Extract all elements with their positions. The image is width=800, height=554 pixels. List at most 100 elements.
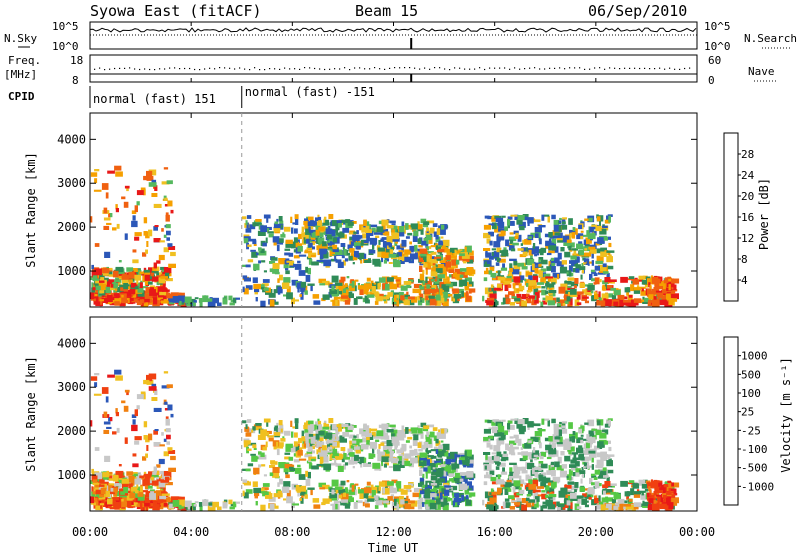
heatmap-cell — [559, 217, 562, 220]
heatmap-cell — [298, 458, 307, 461]
heatmap-cell — [601, 429, 608, 432]
heatmap-cell — [265, 441, 268, 448]
heatmap-cell — [524, 443, 532, 449]
heatmap-cell — [509, 302, 515, 306]
heatmap-cell — [340, 496, 349, 503]
heatmap-cell — [596, 216, 601, 222]
heatmap-cell — [514, 281, 520, 286]
heatmap-cell — [427, 424, 435, 428]
heatmap-cell — [389, 283, 398, 290]
heatmap-cell — [365, 299, 370, 304]
heatmap-cell — [422, 502, 425, 507]
x-tick-label: 08:00 — [274, 525, 310, 539]
heatmap-cell — [600, 300, 606, 307]
heatmap-cell — [94, 472, 103, 480]
heatmap-cell — [140, 296, 147, 304]
heatmap-cell — [301, 495, 304, 498]
heatmap-cell — [507, 488, 512, 492]
heatmap-cell — [527, 259, 535, 266]
heatmap-cell — [623, 299, 631, 303]
heatmap-cell — [572, 457, 581, 461]
heatmap-cell — [140, 500, 147, 508]
heatmap-cell — [146, 281, 153, 285]
heatmap-cell — [558, 232, 563, 239]
heatmap-cell — [372, 258, 381, 265]
heatmap-cell — [399, 260, 405, 264]
heatmap-cell — [363, 457, 367, 463]
heatmap-cell — [305, 437, 309, 444]
heatmap-cell — [534, 471, 539, 478]
heatmap-cell — [591, 224, 598, 227]
heatmap-cell — [344, 462, 349, 466]
heatmap-cell — [295, 445, 300, 453]
heatmap-cell — [110, 213, 113, 218]
heatmap-cell — [397, 255, 404, 260]
heatmap-cell — [528, 453, 533, 460]
heatmap-cell — [139, 500, 148, 503]
heatmap-cell — [591, 278, 598, 282]
heatmap-cell — [382, 487, 385, 494]
heatmap-cell — [336, 436, 340, 441]
heatmap-cell — [297, 492, 300, 497]
heatmap-cell — [272, 263, 280, 269]
heatmap-cell — [582, 493, 587, 497]
heatmap-cell — [99, 484, 105, 487]
freq-point — [344, 67, 346, 69]
heatmap-cell — [564, 455, 571, 462]
heatmap-cell — [534, 267, 539, 274]
heatmap-cell — [607, 265, 614, 270]
heatmap-cell — [625, 300, 634, 306]
heatmap-cell — [532, 275, 539, 283]
heatmap-cell — [598, 264, 605, 267]
heatmap-cell — [179, 292, 185, 298]
heatmap-cell — [517, 262, 525, 267]
heatmap-cell — [579, 470, 586, 474]
heatmap-cell — [389, 249, 394, 254]
freq-tick-bottom: 8 — [72, 74, 79, 87]
heatmap-cell — [599, 221, 601, 227]
heatmap-cell — [426, 246, 429, 251]
heatmap-cell — [308, 224, 312, 229]
heatmap-cell — [165, 428, 171, 433]
heatmap-cell — [102, 268, 110, 274]
heatmap-cell — [599, 425, 601, 431]
heatmap-cell — [148, 471, 155, 477]
heatmap-cell — [391, 223, 396, 226]
heatmap-cell — [500, 471, 508, 475]
heatmap-cell — [381, 283, 390, 291]
heatmap-cell — [140, 280, 143, 284]
heatmap-cell — [497, 487, 502, 493]
heatmap-cell — [508, 449, 515, 455]
heatmap-cell — [146, 380, 154, 385]
heatmap-cell — [301, 291, 304, 294]
heatmap-cell — [540, 505, 544, 511]
heatmap-cell — [375, 235, 380, 238]
heatmap-cell — [136, 190, 144, 196]
heatmap-cell — [321, 241, 327, 247]
station-title: Syowa East (fitACF) — [90, 2, 262, 20]
freq-point — [309, 67, 311, 69]
heatmap-cell — [284, 252, 291, 256]
heatmap-cell — [308, 433, 314, 437]
heatmap-cell — [414, 244, 418, 252]
heatmap-cell — [104, 455, 111, 462]
heatmap-cell — [667, 480, 671, 483]
heatmap-cell — [389, 487, 398, 494]
heatmap-cell — [124, 233, 128, 240]
heatmap-cell — [463, 464, 467, 468]
heatmap-cell — [381, 423, 389, 430]
heatmap-cell — [166, 434, 171, 440]
freq-point — [214, 68, 216, 70]
heatmap-cell — [567, 481, 575, 485]
heatmap-cell — [163, 471, 172, 478]
heatmap-cell — [526, 290, 532, 293]
heatmap-cell — [248, 238, 257, 242]
heatmap-cell — [106, 426, 112, 429]
heatmap-cell — [269, 503, 275, 511]
heatmap-cell — [557, 239, 564, 243]
heatmap-cell — [262, 279, 270, 283]
heatmap-cell — [94, 382, 98, 388]
heatmap-cell — [434, 483, 438, 486]
heatmap-cell — [339, 483, 345, 490]
heatmap-cell — [295, 423, 299, 429]
